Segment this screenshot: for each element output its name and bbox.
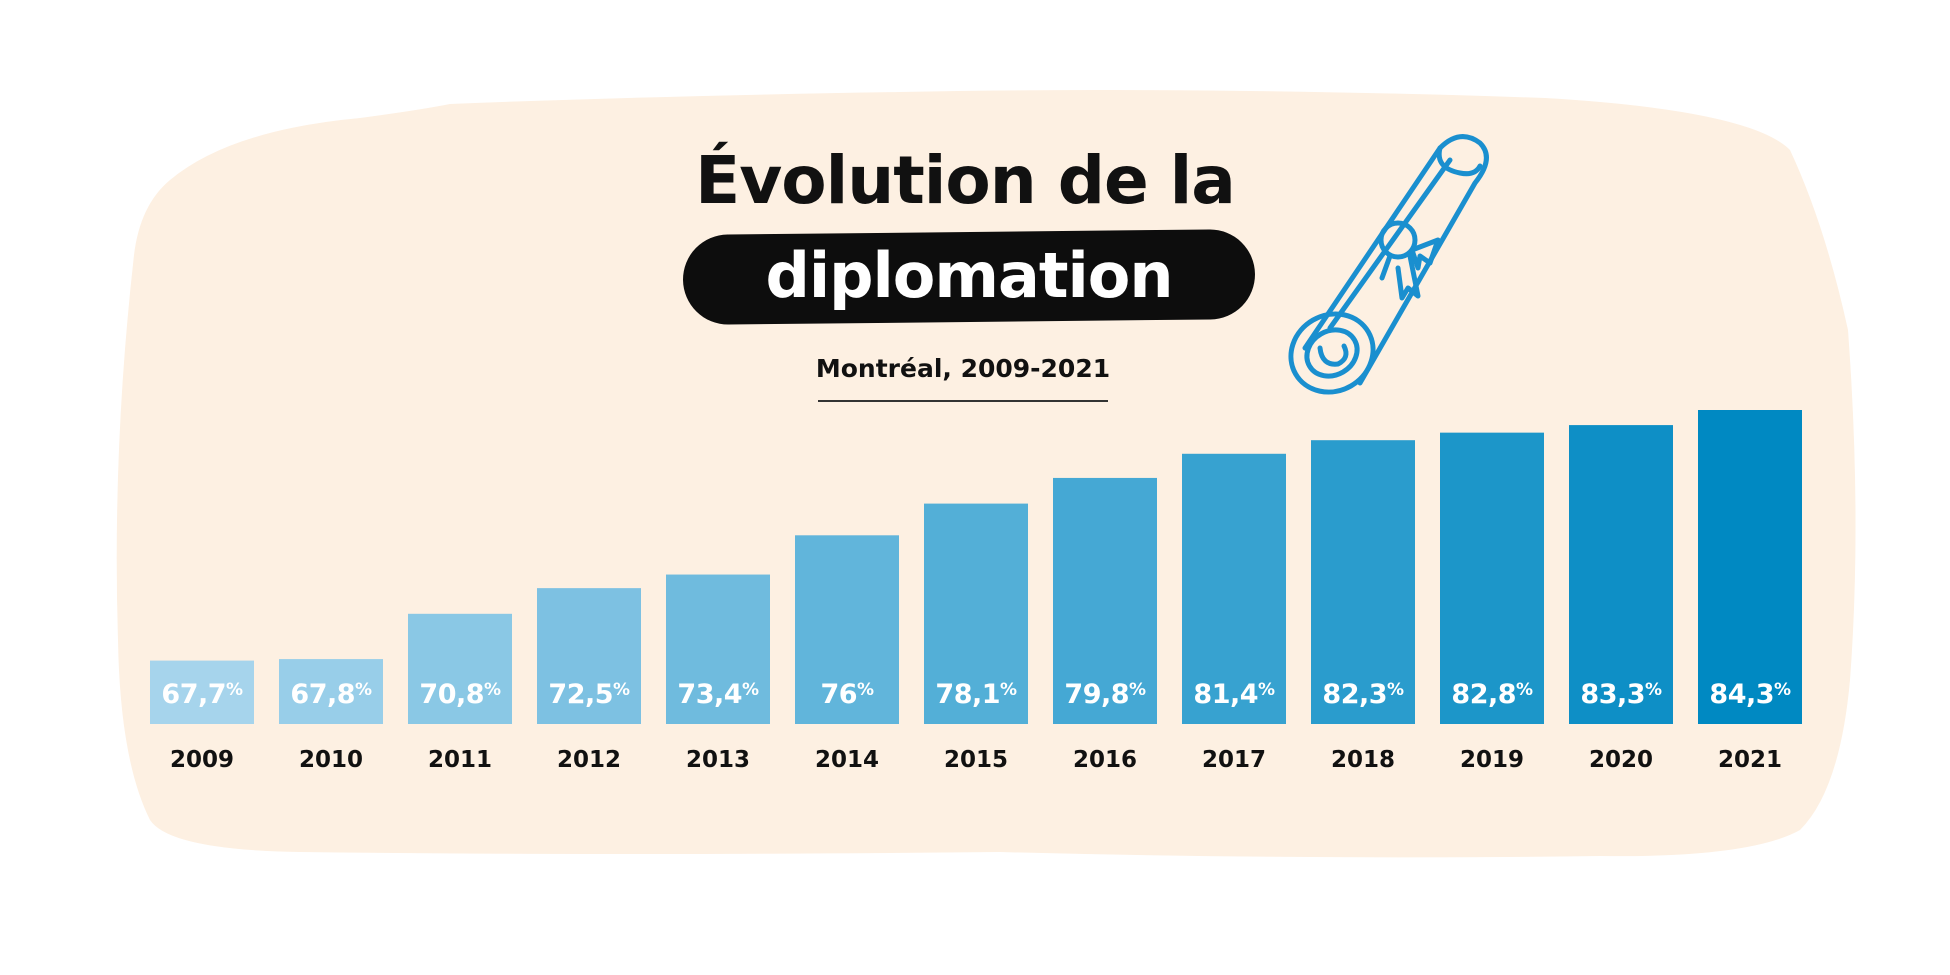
value-label-2019: 82,8% [1451, 679, 1533, 710]
x-tick-label-2018: 2018 [1331, 747, 1395, 773]
subtitle-underline [818, 400, 1108, 402]
x-tick-label-2015: 2015 [944, 747, 1008, 773]
value-label-2013: 73,4% [677, 679, 759, 710]
diploma-scroll-icon [1288, 134, 1489, 395]
value-label-2011: 70,8% [419, 679, 501, 710]
x-tick-label-2014: 2014 [815, 747, 879, 773]
bar-2012 [537, 588, 641, 724]
value-label-2012: 72,5% [548, 679, 630, 710]
chart-subtitle: Montréal, 2009-2021 [815, 354, 1111, 383]
value-label-2020: 83,3% [1580, 679, 1662, 710]
value-label-2017: 81,4% [1193, 679, 1275, 710]
value-label-2014: 76% [820, 679, 874, 710]
bar-2020 [1569, 425, 1673, 724]
value-label-2016: 79,8% [1064, 679, 1146, 710]
bar-2016 [1053, 477, 1157, 724]
bar-2018 [1311, 440, 1415, 724]
bar-2014 [795, 535, 899, 724]
x-tick-label-2019: 2019 [1460, 747, 1524, 773]
bar-2011 [408, 613, 512, 724]
value-label-2015: 78,1% [935, 679, 1017, 710]
chart-title-line1: Évolution de la [695, 142, 1236, 219]
bar-2013 [666, 574, 770, 724]
x-tick-label-2021: 2021 [1718, 747, 1782, 773]
value-label-2009: 67,7% [161, 679, 243, 710]
x-tick-label-2012: 2012 [557, 747, 621, 773]
x-tick-label-2013: 2013 [686, 747, 750, 773]
bar-2019 [1440, 432, 1544, 724]
value-label-2021: 84,3% [1709, 679, 1791, 710]
x-tick-label-2020: 2020 [1589, 747, 1653, 773]
chart-title-line2: diplomation [765, 239, 1174, 312]
value-label-2010: 67,8% [290, 679, 372, 710]
x-tick-label-2011: 2011 [428, 747, 492, 773]
bar-2015 [924, 503, 1028, 724]
value-label-2018: 82,3% [1322, 679, 1404, 710]
x-tick-label-2010: 2010 [299, 747, 363, 773]
x-tick-label-2016: 2016 [1073, 747, 1137, 773]
bar-2010 [279, 659, 383, 724]
bar-2021 [1698, 410, 1802, 724]
x-tick-label-2009: 2009 [170, 747, 234, 773]
bar-2009 [150, 660, 254, 724]
bar-2017 [1182, 453, 1286, 724]
x-tick-label-2017: 2017 [1202, 747, 1266, 773]
